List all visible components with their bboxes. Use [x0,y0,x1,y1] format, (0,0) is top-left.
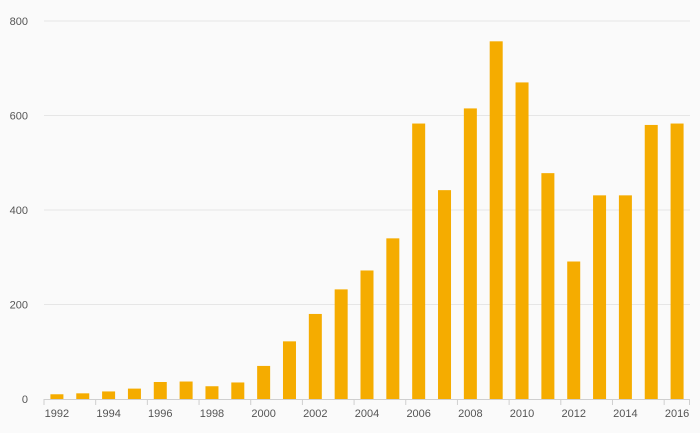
bar-2009 [489,41,503,399]
x-tick-label: 1994 [96,408,120,420]
bar-2010 [515,82,529,400]
y-tick-label: 800 [10,16,28,28]
bar-2000 [257,365,271,399]
bar-2006 [412,123,426,399]
bar-1999 [231,382,245,399]
bar-1997 [179,381,193,399]
x-tick-label: 2004 [355,408,379,420]
x-tick-label: 2006 [406,408,430,420]
axes: 0 200 400 600 800 1992 1994 1996 1998 2000 2002 200… [10,16,690,420]
bar-2015 [644,124,658,399]
x-tick-label: 2002 [303,408,327,420]
bar-2002 [308,313,322,399]
bar-1992 [50,394,64,399]
x-tick-label: 2012 [561,408,585,420]
bar-2007 [438,190,452,399]
bar-2003 [334,289,348,399]
x-tick-label: 1996 [148,408,172,420]
bar-1995 [127,388,141,399]
bar-1996 [153,381,167,399]
bar-2001 [282,341,296,399]
x-tick-label: 2010 [510,408,534,420]
y-tick-label: 600 [10,111,28,123]
bar-2013 [593,195,607,399]
x-tick-label: 2000 [251,408,275,420]
x-tick-label: 2014 [613,408,637,420]
bar-2004 [360,270,374,399]
bar-2016 [670,123,684,399]
y-tick-label: 200 [10,300,28,312]
bar-2012 [567,261,581,399]
x-tick-label: 2008 [458,408,482,420]
bars [50,41,684,400]
x-tick-label: 1992 [45,408,69,420]
bar-2008 [463,108,477,399]
x-tick-label: 2016 [665,408,689,420]
bar-1998 [205,386,219,399]
y-tick-label: 0 [22,394,28,406]
bar-1994 [102,391,116,399]
bar-2011 [541,173,555,399]
y-tick-label: 400 [10,205,28,217]
bar-2014 [618,195,632,399]
bar-1993 [76,393,90,399]
x-tick-label: 1998 [200,408,224,420]
bar-2005 [386,238,400,399]
